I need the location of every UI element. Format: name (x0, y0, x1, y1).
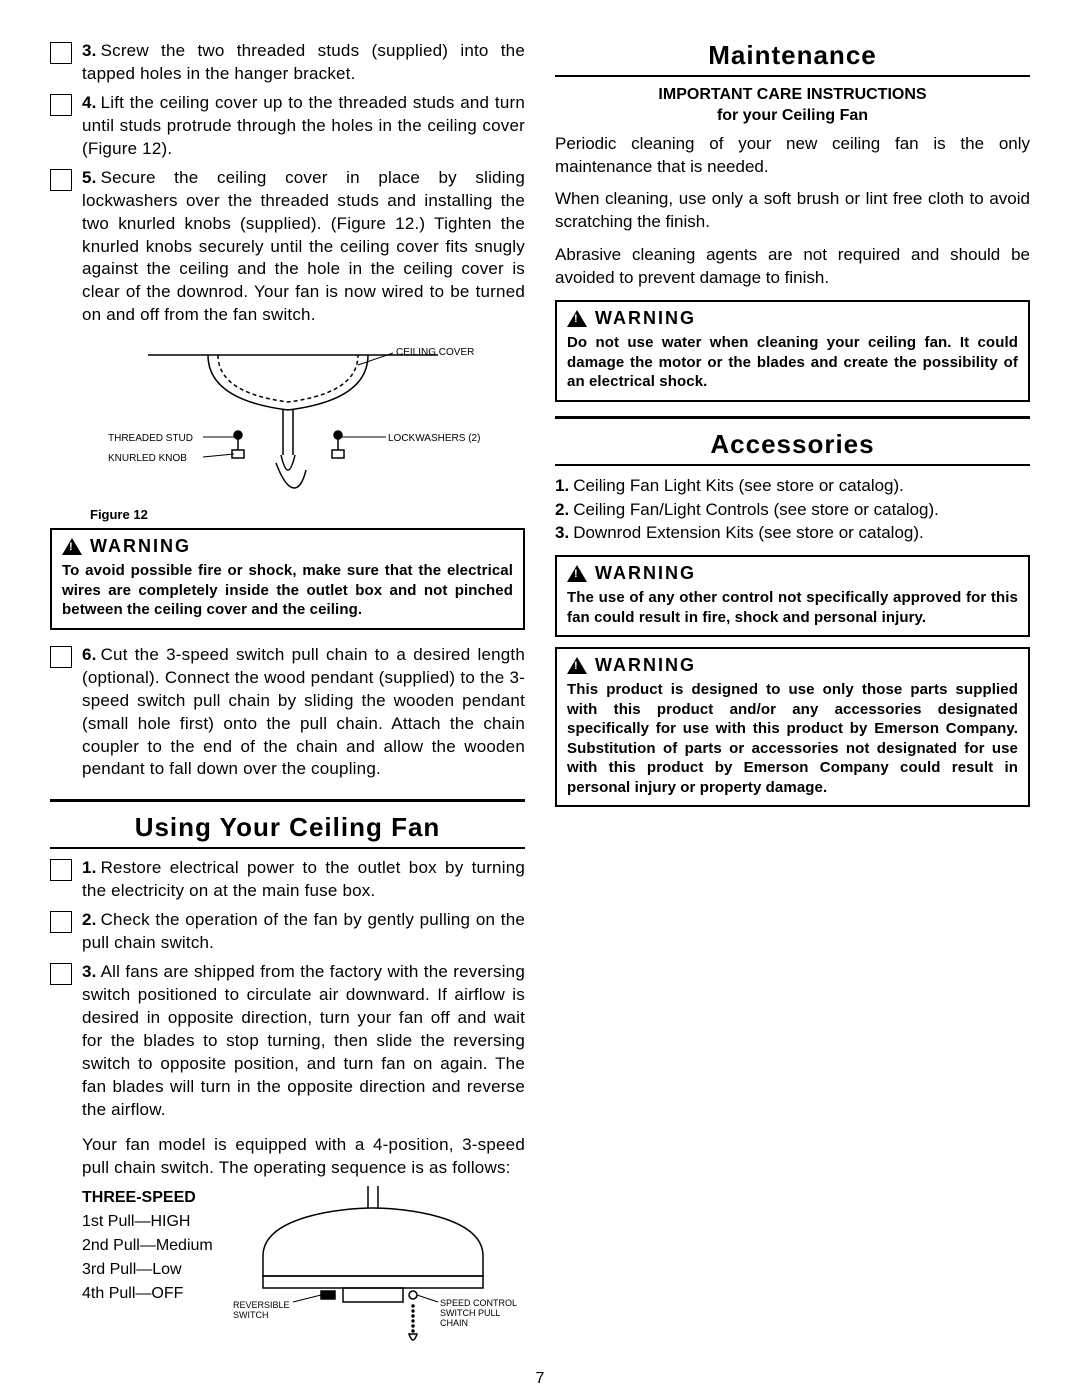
warning-label: WARNING (90, 536, 191, 557)
accessory-number: 2. (555, 498, 569, 522)
checkbox[interactable] (50, 963, 72, 985)
accessory-number: 1. (555, 474, 569, 498)
step-text: 4.Lift the ceiling cover up to the threa… (82, 92, 525, 161)
warning-text: Do not use water when cleaning your ceil… (567, 333, 1018, 392)
warning-icon (567, 657, 587, 674)
label-speed-ctrl-3: CHAIN (440, 1318, 468, 1328)
label-lockwashers: LOCKWASHERS (2) (388, 433, 480, 444)
step-text: 3.Screw the two threaded studs (supplied… (82, 40, 525, 86)
figure-12: CEILING COVER THREADED STUD KNURLED KNOB… (88, 335, 488, 505)
warning-label: WARNING (595, 308, 696, 329)
warning-box-1: WARNING To avoid possible fire or shock,… (50, 528, 525, 630)
step-row: 4.Lift the ceiling cover up to the threa… (50, 92, 525, 161)
accessory-item: 2.Ceiling Fan/Light Controls (see store … (555, 498, 1030, 522)
warning-icon (567, 565, 587, 582)
accessory-text: Downrod Extension Kits (see store or cat… (573, 521, 924, 545)
right-column: Maintenance IMPORTANT CARE INSTRUCTIONS … (555, 40, 1030, 1346)
page-number: 7 (0, 1370, 1080, 1388)
section-maintenance-title: Maintenance (555, 40, 1030, 71)
accessory-item: 3.Downrod Extension Kits (see store or c… (555, 521, 1030, 545)
speed-l2: 2nd Pull—Medium (82, 1234, 213, 1258)
step-row: 5.Secure the ceiling cover in place by s… (50, 167, 525, 328)
accessory-number: 3. (555, 521, 569, 545)
maint-p1: Periodic cleaning of your new ceiling fa… (555, 133, 1030, 179)
step-row: 3.Screw the two threaded studs (supplied… (50, 40, 525, 86)
step-number: 5. (82, 168, 97, 187)
warning-text: This product is designed to use only tho… (567, 680, 1018, 797)
label-reversible-2: SWITCH (233, 1310, 269, 1320)
step-number: 2. (82, 910, 97, 929)
warning-text: To avoid possible fire or shock, make su… (62, 561, 513, 620)
checkbox[interactable] (50, 646, 72, 668)
label-speed-ctrl-2: SWITCH PULL (440, 1308, 501, 1318)
speed-l3: 3rd Pull—Low (82, 1258, 213, 1282)
warning-icon (567, 310, 587, 327)
section-accessories-title: Accessories (555, 429, 1030, 460)
label-reversible: REVERSIBLE (233, 1300, 290, 1310)
speed-list: THREE-SPEED 1st Pull—HIGH 2nd Pull—Mediu… (82, 1186, 213, 1306)
step-number: 3. (82, 962, 97, 981)
speed-l4: 4th Pull—OFF (82, 1282, 213, 1306)
step-row: 1.Restore electrical power to the outlet… (50, 857, 525, 903)
step-row: 3.All fans are shipped from the factory … (50, 961, 525, 1122)
accessory-item: 1.Ceiling Fan Light Kits (see store or c… (555, 474, 1030, 498)
warning-box-4: WARNING This product is designed to use … (555, 647, 1030, 807)
step-text: 5.Secure the ceiling cover in place by s… (82, 167, 525, 328)
left-column: 3.Screw the two threaded studs (supplied… (50, 40, 525, 1346)
speed-l1: 1st Pull—HIGH (82, 1210, 213, 1234)
warning-icon (62, 538, 82, 555)
checkbox[interactable] (50, 42, 72, 64)
step-text: 6.Cut the 3-speed switch pull chain to a… (82, 644, 525, 782)
checkbox[interactable] (50, 911, 72, 933)
step-c3-extra: Your fan model is equipped with a 4-posi… (82, 1134, 525, 1180)
care-hdr-1: IMPORTANT CARE INSTRUCTIONS (658, 86, 926, 103)
warning-box-3: WARNING The use of any other control not… (555, 555, 1030, 637)
figure-12-caption: Figure 12 (90, 507, 525, 522)
label-ceiling-cover: CEILING COVER (396, 347, 474, 358)
figure-13: REVERSIBLE SWITCH SPEED CONTROL SWITCH P… (223, 1186, 523, 1346)
warning-label: WARNING (595, 655, 696, 676)
step-number: 1. (82, 858, 97, 877)
step-number: 3. (82, 41, 97, 60)
warning-box-2: WARNING Do not use water when cleaning y… (555, 300, 1030, 402)
checkbox[interactable] (50, 859, 72, 881)
label-knurled-knob: KNURLED KNOB (108, 453, 187, 464)
warning-text: The use of any other control not specifi… (567, 588, 1018, 627)
step-text: 2.Check the operation of the fan by gent… (82, 909, 525, 955)
speed-hdr: THREE-SPEED (82, 1186, 213, 1210)
warning-label: WARNING (595, 563, 696, 584)
step-row: 2.Check the operation of the fan by gent… (50, 909, 525, 955)
label-speed-ctrl-1: SPEED CONTROL (440, 1298, 517, 1308)
label-threaded-stud: THREADED STUD (108, 433, 193, 444)
step-text: 1.Restore electrical power to the outlet… (82, 857, 525, 903)
step-row: 6.Cut the 3-speed switch pull chain to a… (50, 644, 525, 782)
care-hdr-2: for your Ceiling Fan (717, 107, 868, 124)
step-number: 4. (82, 93, 97, 112)
accessory-text: Ceiling Fan/Light Controls (see store or… (573, 498, 939, 522)
step-text: 3.All fans are shipped from the factory … (82, 961, 525, 1122)
checkbox[interactable] (50, 169, 72, 191)
checkbox[interactable] (50, 94, 72, 116)
page: 3.Screw the two threaded studs (supplied… (0, 0, 1080, 1366)
section-using-title: Using Your Ceiling Fan (50, 812, 525, 843)
maint-p2: When cleaning, use only a soft brush or … (555, 188, 1030, 234)
step-number: 6. (82, 645, 97, 664)
maint-p3: Abrasive cleaning agents are not require… (555, 244, 1030, 290)
accessory-text: Ceiling Fan Light Kits (see store or cat… (573, 474, 904, 498)
